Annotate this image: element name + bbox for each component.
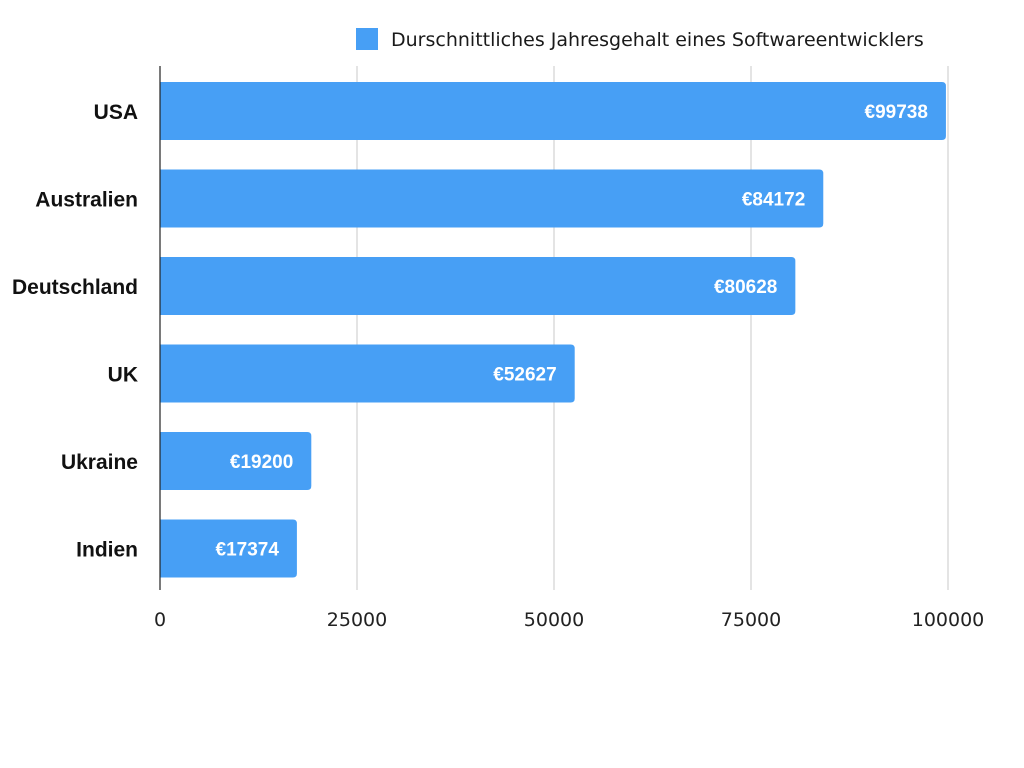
bar [160, 344, 575, 403]
category-labels: USA Australien Deutschland UK Ukraine Indien [12, 101, 138, 562]
data-label: €84172 [742, 190, 805, 211]
bar [160, 519, 297, 578]
gridlines [356, 66, 949, 590]
data-label: €52627 [493, 365, 556, 386]
x-tick-label: 0 [154, 609, 166, 631]
bar [160, 82, 946, 140]
category-label: Australien [35, 189, 138, 212]
bars [160, 82, 946, 578]
data-label: €19200 [230, 452, 293, 473]
data-label: €99738 [865, 102, 928, 123]
x-tick-label: 100000 [912, 609, 985, 631]
category-label: UK [108, 364, 138, 387]
x-tick-label: 25000 [327, 609, 387, 631]
legend-label: Durschnittliches Jahresgehalt eines Soft… [391, 29, 924, 51]
x-tick-label: 50000 [524, 609, 584, 631]
bar [160, 257, 796, 315]
category-label: Deutschland [12, 276, 138, 299]
legend-swatch [356, 28, 378, 50]
x-axis-ticks: 0 25000 50000 75000 100000 [154, 609, 984, 631]
category-label: USA [94, 101, 138, 124]
x-tick-label: 75000 [721, 609, 781, 631]
bar [160, 169, 824, 228]
data-label: €80628 [714, 277, 777, 298]
data-label: €17374 [216, 540, 280, 561]
category-label: Ukraine [61, 451, 138, 474]
data-labels: €99738 €84172 €80628 €52627 €19200 €17374 [216, 102, 928, 561]
category-label: Indien [76, 539, 138, 562]
legend: Durschnittliches Jahresgehalt eines Soft… [356, 28, 924, 51]
bar [160, 432, 312, 490]
